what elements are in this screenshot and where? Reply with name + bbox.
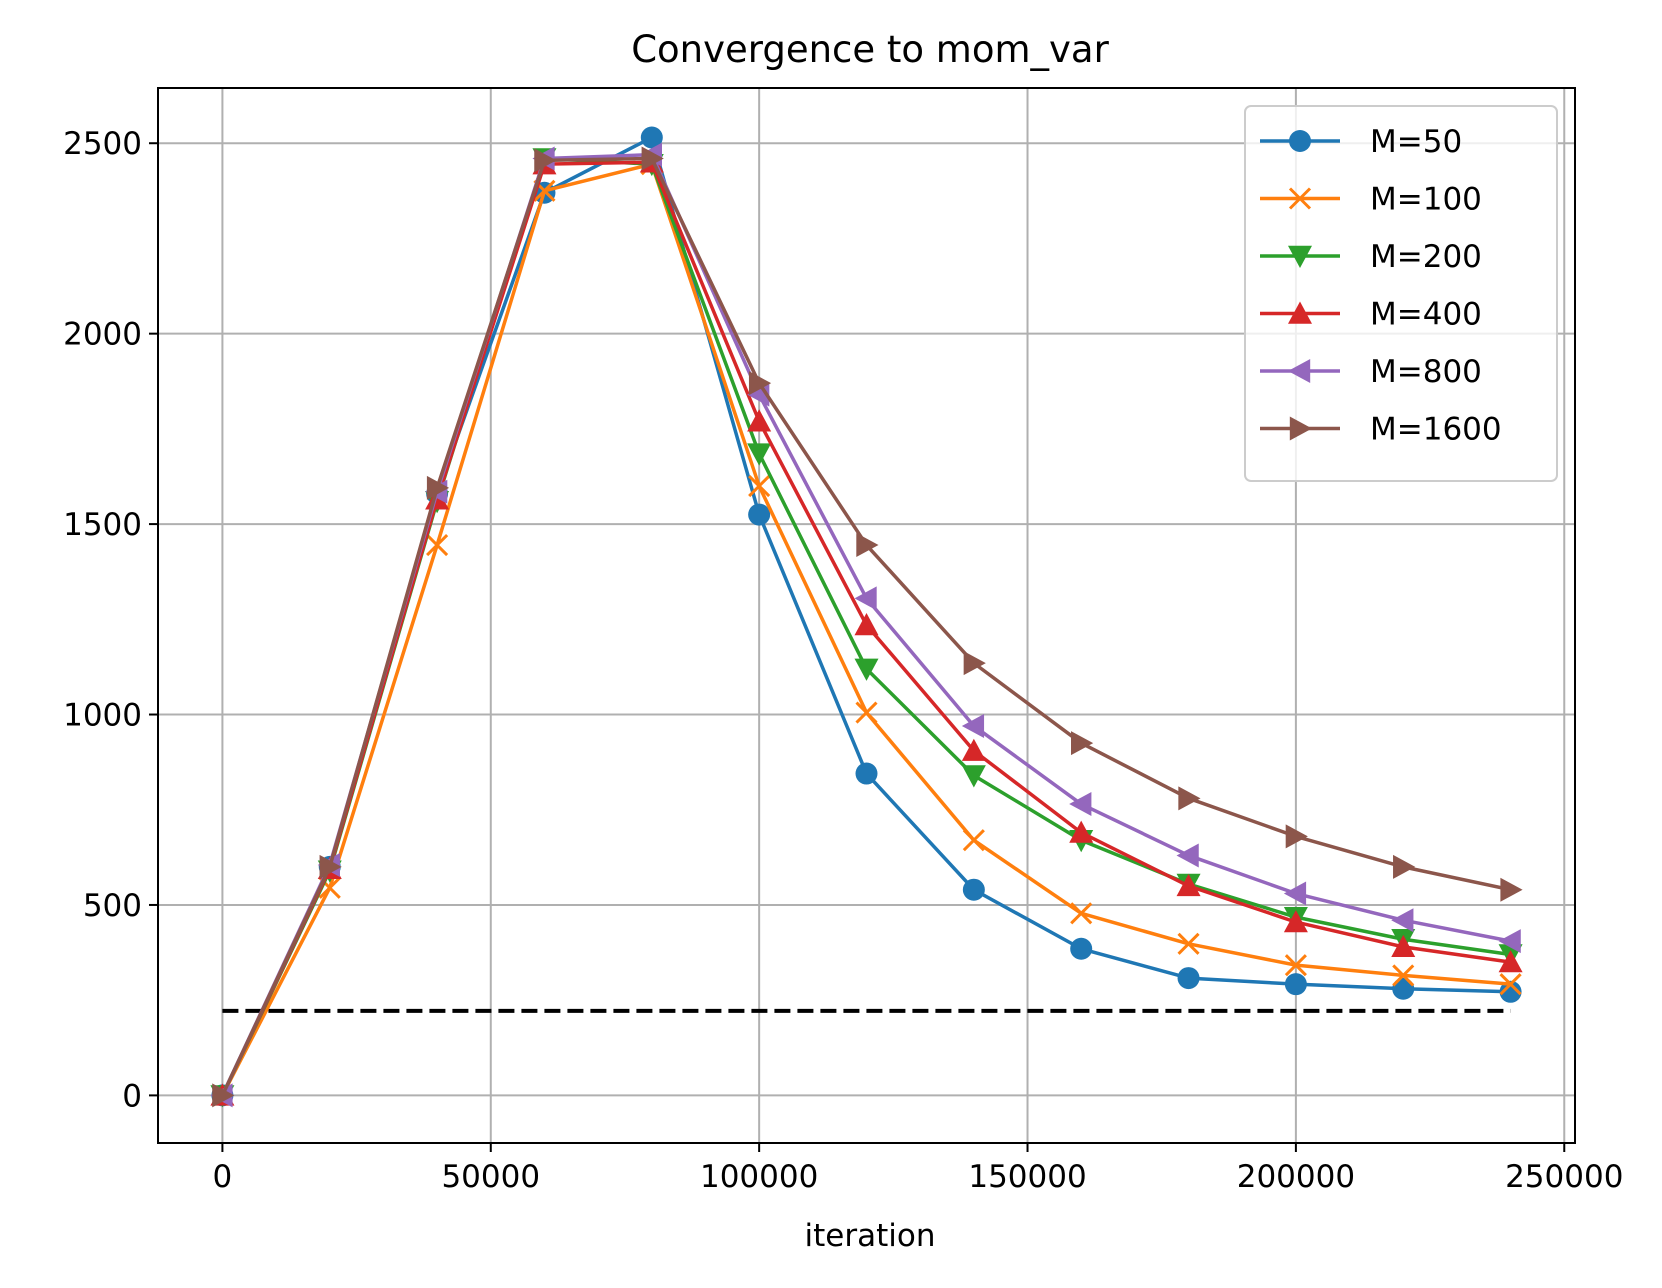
data-point [1070,902,1093,925]
x-tick-label: 200000 [1237,1159,1355,1195]
data-point [1069,792,1092,817]
legend-label: M=1600 [1370,412,1502,448]
legend-item: M=1600 [1260,412,1502,448]
data-point [855,762,878,785]
data-point [1498,929,1521,954]
series-m-1600 [212,146,1523,1108]
x-tick-label: 50000 [441,1159,540,1195]
legend-marker [1288,359,1311,383]
y-tick-label: 500 [83,888,142,924]
chart-title: Convergence to mom_var [631,28,1109,71]
legend: M=50 M=100 M=200 M=400 M=800 M=1600 [1244,105,1558,482]
data-point [747,409,772,432]
data-point [1498,950,1523,973]
data-point [855,701,878,724]
data-point [961,738,986,761]
legend-item: M=800 [1260,354,1482,390]
axis-ticks: 0 50000 100000 150000 200000 250000 0 500 1000 15… [63,126,1623,1195]
legend-label: M=400 [1370,297,1482,333]
legend-item: M=200 [1260,239,1482,275]
data-point [1284,954,1307,977]
data-point [1176,873,1201,897]
data-point [1391,934,1416,958]
data-point [426,475,450,500]
data-point [1392,977,1415,1000]
y-tick-label: 0 [122,1078,142,1114]
data-point [748,371,772,396]
series-group [210,126,1523,1108]
legend-marker [1288,187,1312,210]
plot-frame [157,87,1576,1144]
data-point [961,713,985,738]
data-point [1176,843,1199,868]
data-point [854,586,877,611]
legend-label: M=100 [1370,182,1482,218]
data-point [1283,881,1307,906]
data-point [1393,854,1416,879]
x-axis-label: iteration [805,1218,936,1254]
x-tick-label: 250000 [1505,1159,1623,1195]
data-point [1283,910,1308,933]
data-point [1499,973,1522,996]
data-point [748,474,771,498]
legend-item: M=100 [1260,182,1482,218]
data-point [212,1083,235,1108]
data-point [1391,908,1414,933]
data-point [1177,967,1200,990]
data-point [963,651,986,676]
data-point [1285,824,1308,849]
data-point [640,126,663,149]
data-point [854,658,879,681]
legend-label: M=50 [1370,124,1462,160]
x-tick-label: 0 [213,1159,233,1195]
legend-marker [1288,301,1312,324]
legend-marker [1289,130,1311,152]
data-point [856,533,879,558]
data-point [1178,786,1201,811]
data-point [1284,973,1307,996]
data-point [534,148,557,173]
data-point [1392,964,1415,987]
legend-marker [1288,245,1312,268]
x-tick-label: 150000 [968,1159,1086,1195]
data-point [1070,731,1094,756]
data-point [961,765,986,788]
data-point [319,854,342,879]
legend-label: M=200 [1370,239,1482,275]
data-point [1499,980,1522,1003]
data-point [1500,877,1523,902]
y-tick-label: 2000 [63,317,142,353]
data-point [641,146,664,171]
data-point [1177,932,1200,955]
data-point [1069,820,1094,843]
data-point [962,829,985,852]
legend-label: M=800 [1370,354,1482,390]
data-point [854,613,879,636]
y-tick-label: 1500 [63,507,142,543]
data-point [962,878,985,901]
data-point [426,533,449,557]
data-point [748,503,771,526]
x-tick-label: 100000 [700,1159,818,1195]
y-tick-label: 2500 [63,126,142,162]
legend-item: M=400 [1260,297,1482,333]
legend-item: M=50 [1260,124,1462,160]
data-point [1070,937,1093,960]
legend-marker [1289,416,1312,441]
y-tick-label: 1000 [63,698,142,734]
data-point [747,443,772,466]
